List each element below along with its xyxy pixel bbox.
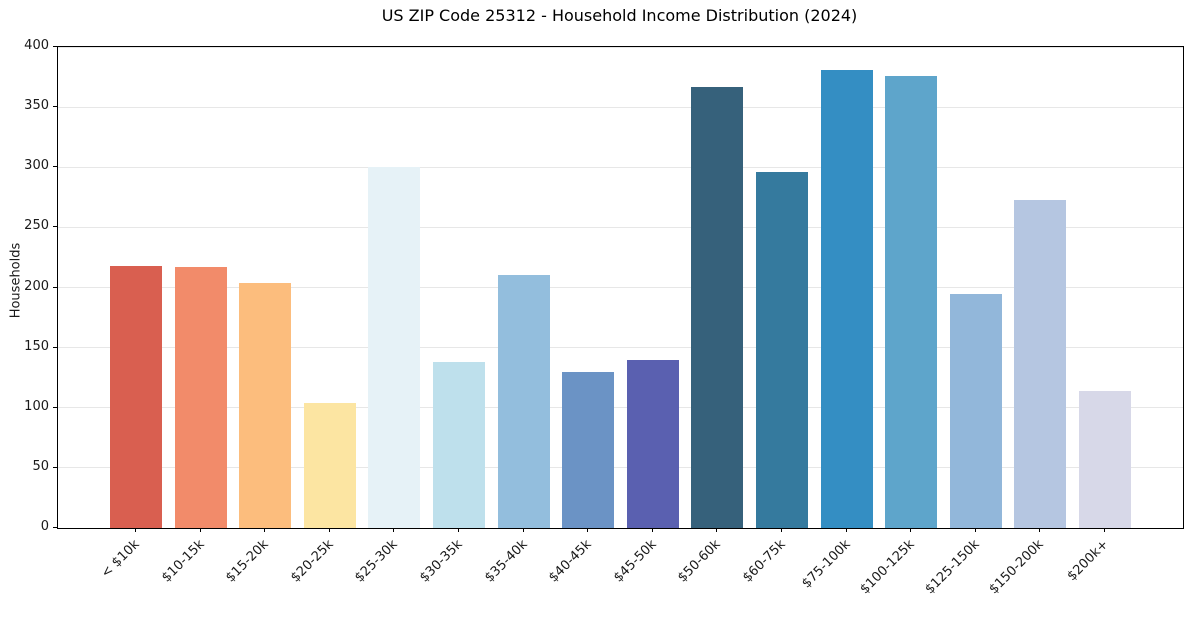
y-tick-label: 50 bbox=[32, 458, 49, 474]
x-tick-mark bbox=[910, 528, 912, 532]
y-tick-mark bbox=[53, 527, 57, 528]
y-tick-mark bbox=[53, 226, 57, 228]
y-tick-mark bbox=[53, 466, 57, 468]
x-tick-mark bbox=[328, 528, 330, 532]
bar bbox=[433, 362, 485, 528]
bar bbox=[626, 360, 679, 528]
chart-title: US ZIP Code 25312 - Household Income Dis… bbox=[381, 6, 858, 25]
x-tick-mark bbox=[1039, 528, 1041, 532]
y-tick-mark bbox=[53, 346, 57, 348]
y-tick-mark bbox=[53, 106, 57, 108]
x-tick-mark bbox=[264, 528, 266, 532]
y-tick-mark bbox=[53, 406, 57, 408]
y-tick-label: 400 bbox=[24, 38, 49, 53]
plot-area bbox=[57, 46, 1184, 529]
bar bbox=[1014, 200, 1067, 528]
gridline bbox=[58, 106, 1183, 108]
x-tick-mark bbox=[651, 528, 653, 532]
x-tick-mark bbox=[522, 528, 524, 532]
x-tick-mark bbox=[716, 528, 718, 532]
bar bbox=[949, 294, 1002, 528]
bar bbox=[820, 70, 873, 528]
gridline bbox=[58, 407, 1183, 409]
y-tick-label: 150 bbox=[24, 338, 49, 354]
y-tick-label: 100 bbox=[24, 398, 49, 414]
y-tick-mark bbox=[53, 46, 57, 47]
bar bbox=[691, 87, 744, 528]
bar bbox=[174, 267, 227, 528]
bar bbox=[239, 283, 292, 528]
y-tick-label: 250 bbox=[24, 218, 49, 234]
x-tick-mark bbox=[1104, 528, 1105, 532]
bar bbox=[303, 403, 356, 528]
bar bbox=[756, 172, 808, 528]
y-tick-mark bbox=[53, 286, 57, 288]
x-tick-mark bbox=[587, 528, 589, 532]
x-tick-mark bbox=[199, 528, 201, 532]
y-tick-label: 0 bbox=[40, 519, 49, 534]
x-tick-mark bbox=[845, 528, 847, 532]
x-tick-mark bbox=[393, 528, 395, 532]
gridline bbox=[58, 347, 1183, 349]
gridline bbox=[58, 166, 1183, 168]
y-tick-mark bbox=[53, 166, 57, 168]
gridline bbox=[58, 226, 1183, 228]
x-tick-mark bbox=[974, 528, 976, 532]
y-tick-label: 200 bbox=[24, 278, 49, 294]
bar bbox=[562, 372, 615, 528]
bar bbox=[368, 167, 421, 528]
gridline bbox=[58, 46, 1183, 48]
chart-figure: US ZIP Code 25312 - Household Income Dis… bbox=[9, 6, 1184, 597]
x-tick-mark bbox=[135, 528, 136, 532]
x-tick-mark bbox=[458, 528, 459, 532]
bar bbox=[885, 76, 938, 528]
bar bbox=[110, 266, 162, 528]
bar bbox=[497, 275, 550, 528]
gridline bbox=[58, 287, 1183, 288]
x-tick-mark bbox=[781, 528, 782, 532]
gridline bbox=[58, 467, 1183, 469]
bar bbox=[1079, 391, 1131, 528]
y-tick-label: 350 bbox=[24, 98, 49, 114]
y-tick-label: 300 bbox=[24, 158, 49, 174]
